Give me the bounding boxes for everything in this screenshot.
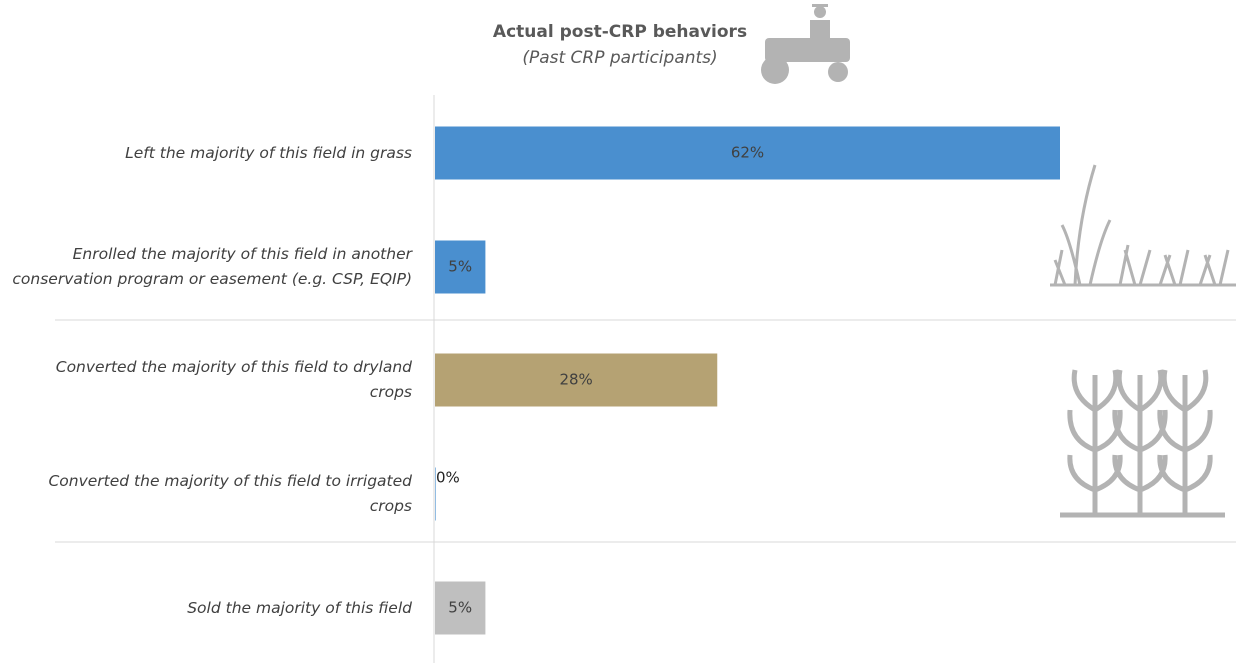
- category-text: Enrolled the majority of this field in a…: [12, 245, 412, 288]
- corn-icon: [1060, 369, 1225, 518]
- chart-subtitle: (Past CRP participants): [522, 48, 718, 68]
- value-label: 62%: [731, 144, 764, 162]
- bar: [435, 126, 1060, 180]
- category-label: Left the majority of this field in grass: [12, 103, 412, 203]
- bar: [435, 353, 718, 407]
- value-label: 0%: [436, 469, 460, 487]
- bar-stub: [435, 467, 436, 521]
- bar: [435, 581, 486, 635]
- category-text: Sold the majority of this field: [187, 598, 412, 617]
- category-text: Left the majority of this field in grass: [125, 143, 412, 162]
- chart-title: Actual post-CRP behaviors: [492, 22, 748, 42]
- value-label: 5%: [448, 599, 472, 617]
- category-text: Converted the majority of this field to …: [48, 472, 412, 515]
- bar: [435, 240, 486, 294]
- tractor-icon: [761, 4, 850, 84]
- value-label: 28%: [559, 371, 592, 389]
- grass-icon: [1050, 164, 1236, 287]
- category-label: Enrolled the majority of this field in a…: [12, 217, 412, 317]
- category-label: Sold the majority of this field: [12, 558, 412, 658]
- value-label: 5%: [448, 258, 472, 276]
- category-label: Converted the majority of this field to …: [12, 330, 412, 430]
- category-label: Converted the majority of this field to …: [12, 444, 412, 544]
- category-text: Converted the majority of this field to …: [55, 358, 412, 401]
